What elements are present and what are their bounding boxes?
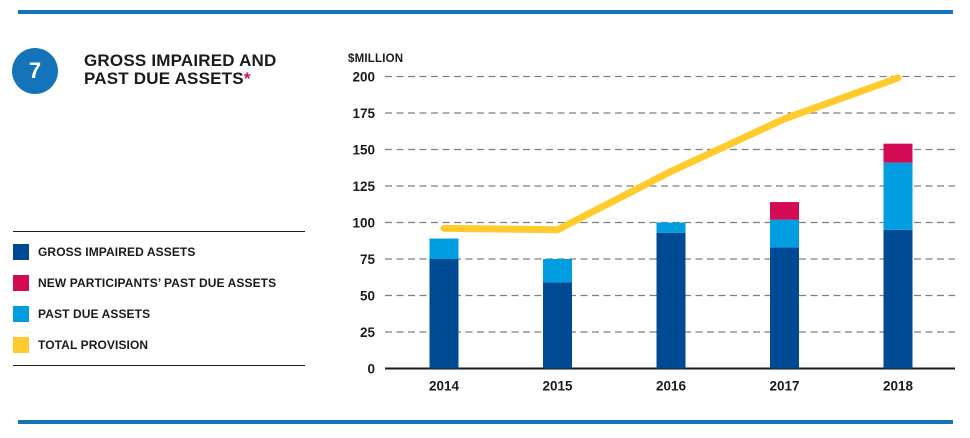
bar-segment-2018-new-participants-past-due-assets <box>883 143 913 163</box>
total-provision-line <box>440 74 902 234</box>
y-tick-label-200: 200 <box>352 69 375 84</box>
title-asterisk: * <box>243 69 251 88</box>
bottom-border-rule <box>18 420 953 424</box>
bar-segment-2015-gross-impaired-assets <box>543 282 572 369</box>
legend-label: NEW PARTICIPANTS’ PAST DUE ASSETS <box>38 276 277 290</box>
y-tick-label-50: 50 <box>360 288 375 303</box>
x-tick-label-2016: 2016 <box>656 379 687 394</box>
stacked-bar-line-chart: 0 25 50 75 100 125 150 175 200 $MILLION 2014 2015 20… <box>348 53 955 394</box>
y-tick-label-125: 125 <box>352 179 375 194</box>
bar-segment-2018-past-due-assets <box>883 162 913 230</box>
figure-number: 7 <box>28 58 42 83</box>
y-tick-label-175: 175 <box>352 106 375 121</box>
chart-legend: GROSS IMPAIRED ASSETS NEW PARTICIPANTS’ … <box>13 231 305 366</box>
bar-segment-2017-new-participants-past-due-assets <box>770 202 799 220</box>
y-tick-label-75: 75 <box>360 252 376 267</box>
chart-title: GROSS IMPAIRED AND PAST DUE ASSETS* <box>84 52 277 88</box>
bar-segment-2016-gross-impaired-assets <box>656 232 686 369</box>
x-tick-label-2017: 2017 <box>769 379 799 394</box>
legend-swatch-total-provision <box>13 336 29 353</box>
bar-segment-2018-gross-impaired-assets <box>883 229 913 369</box>
bar-segment-2014-past-due-assets <box>429 238 459 259</box>
legend-item-past-due-assets: PAST DUE ASSETS <box>13 305 150 322</box>
y-tick-label-150: 150 <box>352 142 375 157</box>
legend-swatch-new-participants-past-due-assets <box>13 275 29 291</box>
bar-segment-2016-past-due-assets <box>656 222 686 233</box>
y-tick-label-0: 0 <box>367 361 375 376</box>
chart-title-line2: PAST DUE ASSETS <box>84 69 244 88</box>
y-axis-unit-label: $MILLION <box>348 53 403 65</box>
legend-item-gross-impaired-assets: GROSS IMPAIRED ASSETS <box>13 243 195 260</box>
y-tick-label-25: 25 <box>360 325 376 340</box>
chart-title-line1: GROSS IMPAIRED AND <box>84 51 277 70</box>
x-tick-label-2015: 2015 <box>542 379 573 394</box>
legend-label: TOTAL PROVISION <box>38 337 149 352</box>
x-tick-label-2014: 2014 <box>429 379 460 394</box>
figure-number-badge: 7 <box>12 48 58 94</box>
legend-swatch-past-due-assets <box>13 305 29 322</box>
y-tick-label-100: 100 <box>352 215 375 230</box>
x-tick-label-2018: 2018 <box>883 379 914 394</box>
legend-label: GROSS IMPAIRED ASSETS <box>38 244 196 259</box>
bar-segment-2017-past-due-assets <box>770 219 799 248</box>
legend-label: PAST DUE ASSETS <box>38 306 151 321</box>
bar-segment-2015-past-due-assets <box>543 259 572 283</box>
bar-segment-2017-gross-impaired-assets <box>770 247 799 369</box>
legend-swatch-gross-impaired-assets <box>13 243 29 260</box>
legend-item-new-participants-past-due-assets: NEW PARTICIPANTS’ PAST DUE ASSETS <box>13 275 276 292</box>
legend-item-total-provision: TOTAL PROVISION <box>13 336 148 353</box>
bar-segment-2014-gross-impaired-assets <box>429 259 459 369</box>
top-border-rule <box>18 10 953 14</box>
